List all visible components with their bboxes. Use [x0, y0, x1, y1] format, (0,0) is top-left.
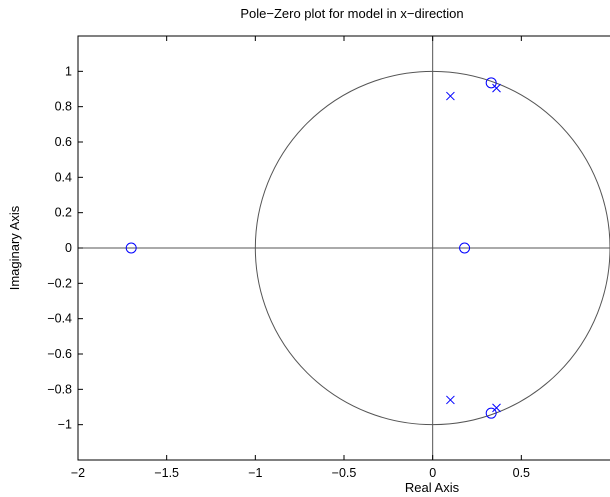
y-tick-label: −1 — [58, 418, 72, 432]
zero-marker — [485, 407, 497, 419]
zero-marker — [485, 77, 497, 89]
x-tick-label: −1.5 — [154, 466, 179, 480]
x-tick-label: 0 — [429, 466, 436, 480]
x-tick-label: −0.5 — [332, 466, 357, 480]
plot-area: −2 −1.5 −1 −0.5 0 0.5 1 0.8 0.6 0.4 0.2 0 −0.2 −0.4 −0… — [47, 35, 610, 480]
pole-marker — [446, 91, 455, 101]
x-tick-label: 0.5 — [513, 466, 530, 480]
y-tick-label: 0.6 — [55, 135, 72, 149]
y-tick-label: −0.2 — [47, 276, 72, 290]
pole-marker — [492, 403, 501, 413]
y-tick-label: 0.4 — [55, 170, 72, 184]
y-tick-label: −0.4 — [47, 312, 72, 326]
x-tick-label: −1 — [248, 466, 262, 480]
x-axis-label: Real Axis — [405, 480, 460, 495]
y-tick-label: −0.6 — [47, 347, 72, 361]
pole-marker — [492, 83, 501, 93]
zero-marker — [125, 242, 137, 254]
chart-title: Pole−Zero plot for model in x−direction — [240, 6, 463, 21]
y-tick-label: −0.8 — [47, 382, 72, 396]
y-tick-label: 0.2 — [55, 206, 72, 220]
y-tick-label: 1 — [65, 64, 72, 78]
y-tick-label: 0.8 — [55, 100, 72, 114]
y-tick-label: 0 — [65, 241, 72, 255]
pole-marker — [446, 395, 455, 405]
zero-marker — [459, 242, 471, 254]
y-axis-label: Imaginary Axis — [7, 205, 22, 290]
x-tick-label: −2 — [71, 466, 85, 480]
